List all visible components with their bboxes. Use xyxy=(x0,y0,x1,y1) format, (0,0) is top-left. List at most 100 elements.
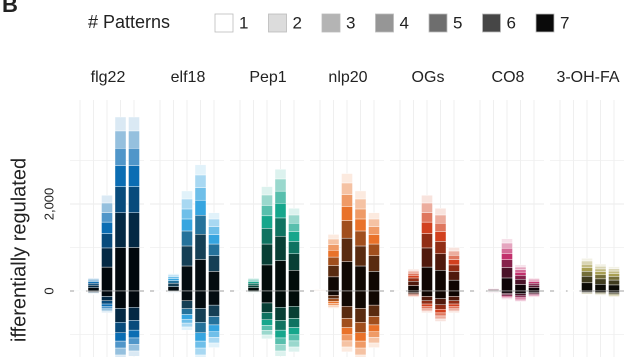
bar-segment xyxy=(261,312,273,320)
bar-segment xyxy=(288,223,300,232)
bar-segment xyxy=(354,198,367,210)
bar-segment xyxy=(274,344,287,352)
bar-segment xyxy=(167,276,180,279)
bar-segment xyxy=(87,282,100,286)
bar-segment xyxy=(327,303,340,306)
bar-segment xyxy=(354,190,367,200)
bar-segment xyxy=(581,258,593,262)
bar-segment xyxy=(167,286,180,292)
bar-segment xyxy=(354,265,367,292)
bar-segment xyxy=(341,220,353,239)
facet-label: elf18 xyxy=(171,69,206,86)
bar-segment xyxy=(421,290,433,297)
bar-segment xyxy=(261,264,273,292)
bar-segment xyxy=(101,195,113,204)
bar-segment xyxy=(261,243,273,266)
bar-segment xyxy=(434,298,447,305)
bar-segment xyxy=(514,266,527,270)
bar-segment xyxy=(288,208,300,216)
bar-segment xyxy=(128,320,140,331)
bar-segment xyxy=(448,300,460,305)
bar-segment xyxy=(288,318,300,328)
bar-segment xyxy=(208,255,220,272)
bar-segment xyxy=(341,340,353,348)
bar-segment xyxy=(288,270,300,292)
bar-segment xyxy=(421,266,433,292)
bar-segment xyxy=(261,319,273,326)
bar-segment xyxy=(581,276,593,284)
bar-segment xyxy=(327,306,340,309)
legend-swatch xyxy=(428,13,448,33)
bar-segment xyxy=(194,259,207,292)
bar-segment xyxy=(368,324,380,332)
bar-segment xyxy=(608,270,620,274)
bar-segment xyxy=(501,277,513,292)
legend-label: 7 xyxy=(560,13,569,32)
bar-segment xyxy=(167,278,180,281)
bar-segment xyxy=(261,186,273,196)
bar-segment xyxy=(448,250,460,256)
bar-segment xyxy=(114,148,127,166)
bar-segment xyxy=(181,326,193,331)
bar-segment xyxy=(181,290,193,301)
bar-segment xyxy=(421,303,433,307)
bar-segment xyxy=(434,315,447,320)
bar-segment xyxy=(194,308,207,323)
bar-segment xyxy=(181,322,193,328)
bar-segment xyxy=(341,237,353,262)
bar-segment xyxy=(114,212,127,248)
bar-segment xyxy=(514,272,527,276)
bar-segment xyxy=(181,265,193,292)
bar-segment xyxy=(368,304,380,317)
bar-segment xyxy=(501,259,513,268)
bar-segment xyxy=(101,290,113,297)
bar-segment xyxy=(167,274,180,277)
bar-segment xyxy=(167,282,180,287)
bar-segment xyxy=(514,295,527,298)
bar-segment xyxy=(581,264,593,268)
bar-segment xyxy=(608,268,620,272)
bar-segment xyxy=(101,247,113,268)
bar-segment xyxy=(261,194,273,206)
bar-segment xyxy=(114,116,127,132)
bar-segment xyxy=(501,290,513,294)
bar-segment xyxy=(354,308,367,323)
bar-segment xyxy=(407,285,420,292)
bar-segment xyxy=(101,296,113,301)
bar-segment xyxy=(101,202,113,213)
bar-segment xyxy=(581,271,593,277)
bar-segment xyxy=(514,275,527,280)
bar-segment xyxy=(594,266,607,270)
bar-segment xyxy=(247,277,260,280)
bar-segment xyxy=(448,247,460,252)
bar-segment xyxy=(581,260,593,265)
bar-segment xyxy=(448,255,460,260)
bar-segment xyxy=(208,304,220,317)
bar-segment xyxy=(608,273,620,277)
bar-segment xyxy=(288,306,300,319)
bar-segment xyxy=(594,268,607,272)
bar-segment xyxy=(341,206,353,221)
legend-swatch xyxy=(375,13,394,33)
bar-segment xyxy=(194,164,207,176)
bar-segment xyxy=(208,226,220,235)
bar-segment xyxy=(368,226,380,235)
bar-segment xyxy=(354,322,367,333)
facet-label: OGs xyxy=(412,69,445,86)
bar-segment xyxy=(528,277,540,280)
bar-segment xyxy=(421,310,433,313)
legend-swatch xyxy=(268,13,287,33)
bar-segment xyxy=(128,130,140,149)
bar-segment xyxy=(594,278,607,285)
bar-segment xyxy=(87,287,100,292)
bar-segment xyxy=(368,316,380,326)
bar-segment xyxy=(128,290,140,308)
bar-segment xyxy=(434,223,447,232)
bar-segment xyxy=(407,281,420,286)
bar-segment xyxy=(594,271,607,276)
bar-segment xyxy=(594,274,607,280)
bar-segment xyxy=(194,174,207,188)
bar-segment xyxy=(288,231,300,242)
bar-segment xyxy=(114,290,127,309)
legend-label: 3 xyxy=(346,13,355,32)
